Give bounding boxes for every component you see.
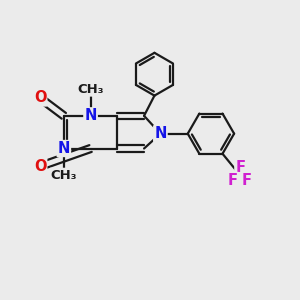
Text: N: N	[84, 108, 97, 123]
Text: F: F	[241, 173, 251, 188]
Text: F: F	[236, 160, 245, 175]
Text: CH₃: CH₃	[77, 82, 104, 96]
Text: N: N	[154, 126, 167, 141]
Text: F: F	[228, 173, 238, 188]
Text: O: O	[34, 91, 46, 106]
Text: N: N	[58, 141, 70, 156]
Text: O: O	[34, 159, 46, 174]
Text: CH₃: CH₃	[51, 169, 77, 182]
